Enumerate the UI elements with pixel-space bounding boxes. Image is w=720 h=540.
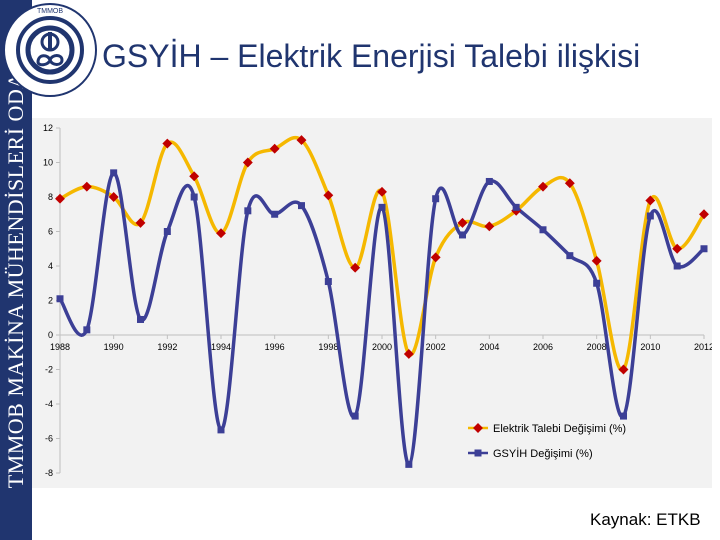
sidebar-organization-name: TMMOB MAKİNA MÜHENDİSLERİ ODASI bbox=[3, 51, 28, 489]
data-point-series-2 bbox=[190, 193, 198, 201]
data-point-series-2 bbox=[485, 177, 493, 185]
data-point-series-1 bbox=[242, 157, 253, 168]
data-point-series-2 bbox=[271, 210, 279, 218]
data-point-series-2 bbox=[539, 226, 547, 234]
legend-swatch-marker bbox=[474, 449, 482, 457]
data-point-series-1 bbox=[81, 181, 92, 192]
x-tick-label: 2000 bbox=[372, 342, 392, 352]
data-point-series-1 bbox=[564, 178, 575, 189]
data-point-series-1 bbox=[591, 255, 602, 266]
data-point-series-1 bbox=[618, 364, 629, 375]
data-point-series-2 bbox=[56, 295, 64, 303]
x-tick-label: 2008 bbox=[587, 342, 607, 352]
y-tick-label: 0 bbox=[48, 330, 53, 340]
source-note: Kaynak: ETKB bbox=[590, 510, 701, 529]
y-tick-label: 12 bbox=[43, 123, 53, 133]
x-tick-label: 2012 bbox=[694, 342, 712, 352]
x-tick-label: 1992 bbox=[157, 342, 177, 352]
line-chart: 12 10 8 6 4 2 0 -2 -4 -6 -8 1988 1990 1992 1994 1996 199… bbox=[32, 118, 712, 488]
y-tick-label: 4 bbox=[48, 261, 53, 271]
data-point-series-2 bbox=[700, 245, 708, 253]
legend-label: Elektrik Talebi Değişimi (%) bbox=[493, 423, 626, 435]
x-tick-label: 1990 bbox=[104, 342, 124, 352]
data-point-series-1 bbox=[645, 195, 656, 206]
data-point-series-2 bbox=[432, 195, 440, 203]
data-point-series-2 bbox=[459, 231, 466, 239]
data-point-series-2 bbox=[673, 262, 681, 270]
x-tick-label: 2004 bbox=[479, 342, 499, 352]
organization-logo: TMMOB bbox=[3, 3, 97, 97]
data-point-series-2 bbox=[646, 212, 654, 220]
y-tick-label: -2 bbox=[45, 365, 53, 375]
legend-swatch-marker bbox=[473, 423, 483, 433]
data-point-series-1 bbox=[108, 192, 119, 202]
data-point-series-2 bbox=[217, 426, 225, 434]
data-point-series-2 bbox=[378, 203, 386, 211]
y-tick-label: -4 bbox=[45, 399, 53, 409]
data-point-series-1 bbox=[484, 221, 495, 232]
legend-label: GSYİH Değişimi (%) bbox=[493, 447, 593, 460]
x-tick-label: 1998 bbox=[318, 342, 338, 352]
data-point-series-2 bbox=[566, 252, 574, 260]
data-point-series-1 bbox=[162, 138, 173, 149]
x-tick-label: 2010 bbox=[640, 342, 660, 352]
data-point-series-2 bbox=[110, 169, 118, 177]
data-point-series-2 bbox=[351, 412, 359, 420]
y-tick-label: 8 bbox=[48, 192, 53, 202]
x-tick-label: 1994 bbox=[211, 342, 231, 352]
y-tick-label: 2 bbox=[48, 296, 53, 306]
data-point-series-1 bbox=[377, 186, 387, 197]
data-point-series-2 bbox=[244, 207, 252, 215]
logo-top-text: TMMOB bbox=[37, 8, 63, 15]
x-tick-label: 1988 bbox=[50, 342, 70, 352]
data-point-series-2 bbox=[405, 460, 413, 468]
data-point-series-1 bbox=[672, 243, 683, 254]
data-point-series-1 bbox=[538, 181, 548, 192]
data-point-series-1 bbox=[135, 217, 146, 228]
series-line-1 bbox=[59, 135, 706, 372]
data-point-series-1 bbox=[699, 209, 709, 220]
y-tick-label: -8 bbox=[45, 468, 53, 478]
data-point-series-1 bbox=[269, 143, 280, 154]
data-point-series-2 bbox=[324, 278, 332, 286]
chart-area bbox=[32, 118, 712, 488]
data-point-series-2 bbox=[137, 315, 144, 323]
data-point-series-1 bbox=[189, 171, 200, 182]
data-point-series-2 bbox=[163, 228, 171, 235]
page-title: GSYİH – Elektrik Enerjisi Talebi ilişkis… bbox=[102, 38, 641, 74]
data-point-series-1 bbox=[216, 228, 226, 239]
data-point-series-2 bbox=[83, 326, 91, 334]
x-tick-label: 2002 bbox=[426, 342, 446, 352]
data-point-series-2 bbox=[298, 202, 305, 210]
y-tick-label: 6 bbox=[48, 227, 53, 237]
data-point-series-2 bbox=[593, 279, 601, 287]
x-tick-label: 1996 bbox=[265, 342, 285, 352]
data-point-series-2 bbox=[512, 203, 520, 211]
y-tick-label: 10 bbox=[43, 158, 53, 168]
y-tick-label: -6 bbox=[45, 434, 53, 444]
x-tick-label: 2006 bbox=[533, 342, 553, 352]
data-point-series-1 bbox=[457, 217, 468, 228]
data-point-series-2 bbox=[620, 412, 627, 420]
